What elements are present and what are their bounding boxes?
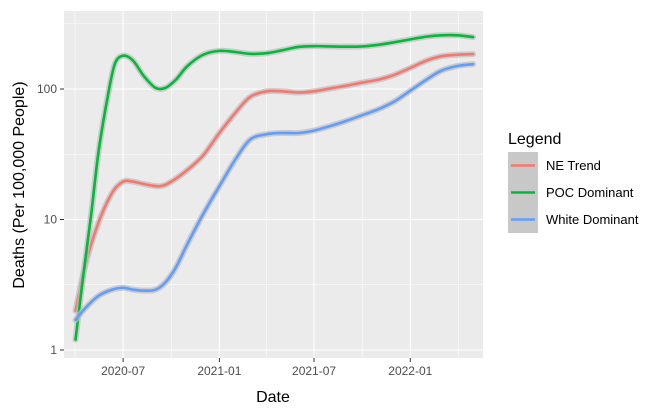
- series-line-white-dominant: [74, 62, 475, 322]
- series-line-poc-dominant: [74, 33, 475, 341]
- x-tick-label: 2021-07: [292, 364, 336, 378]
- x-axis-title: Date: [256, 389, 290, 406]
- series-layer: [72, 32, 477, 343]
- x-tick-label: 2022-01: [388, 364, 432, 378]
- legend-label-white-dominant: White Dominant: [546, 212, 639, 227]
- x-tick-label: 2020-07: [101, 364, 145, 378]
- y-tick-label: 100: [37, 82, 57, 96]
- legend-label-poc-dominant: POC Dominant: [546, 185, 634, 200]
- x-axis-ticks: 2020-07 2021-01 2021-07 2022-01: [101, 358, 433, 378]
- x-tick-label: 2021-01: [197, 364, 241, 378]
- legend-title: Legend: [508, 131, 561, 148]
- legend-items: NE Trend POC Dominant White Dominant: [508, 152, 639, 233]
- series-line-ne-trend: [74, 52, 475, 313]
- y-axis-ticks: 1 10 100: [37, 82, 64, 357]
- legend: Legend NE Trend POC Dominant White Dominan…: [508, 131, 639, 233]
- y-tick-label: 1: [50, 343, 57, 357]
- y-axis-title: Deaths (Per 100,000 People): [11, 81, 28, 288]
- y-tick-label: 10: [44, 213, 58, 227]
- legend-label-ne-trend: NE Trend: [546, 158, 601, 173]
